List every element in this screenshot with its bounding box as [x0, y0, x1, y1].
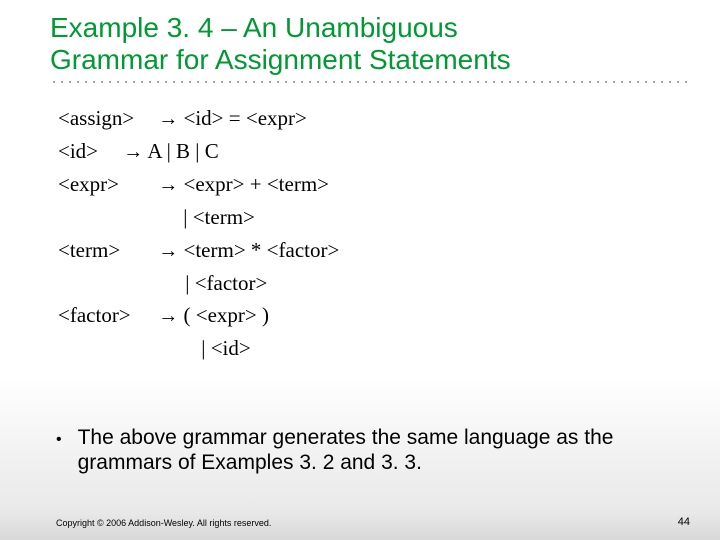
grammar-rule-term-alt: | <factor> [58, 267, 680, 300]
grammar-rule-expr-alt: | <term> [58, 201, 680, 234]
footer: Copyright © 2006 Addison-Wesley. All rig… [56, 516, 690, 528]
grammar-rule-expr: <expr> → <expr> + <term> [58, 168, 680, 201]
bullet-icon: • [56, 431, 62, 449]
rule-rhs: A | B | C [147, 139, 218, 163]
rule-lhs: <factor> [58, 299, 153, 332]
rule-lhs: <term> [58, 234, 153, 267]
rule-rhs: ( <expr> ) [184, 303, 270, 327]
page-number: 44 [678, 516, 690, 528]
grammar-rule-factor: <factor> → ( <expr> ) [58, 299, 680, 332]
title-divider [50, 80, 690, 84]
rule-lhs: <expr> [58, 168, 153, 201]
grammar-rule-term: <term> → <term> * <factor> [58, 234, 680, 267]
rule-alt: | <factor> [185, 271, 267, 295]
rule-alt: | <id> [201, 336, 250, 360]
grammar-block: <assign> → <id> = <expr> <id> → A | B | … [58, 102, 680, 365]
rule-rhs: <expr> + <term> [184, 172, 330, 196]
slide-title: Example 3. 4 – An Unambiguous Grammar fo… [50, 12, 680, 76]
arrow-icon: → [158, 240, 178, 262]
copyright-text: Copyright © 2006 Addison-Wesley. All rig… [56, 518, 271, 528]
bullet-list: • The above grammar generates the same l… [56, 425, 680, 475]
rule-lhs: <assign> [58, 102, 153, 135]
title-line-1: Example 3. 4 – An Unambiguous [50, 12, 458, 43]
arrow-icon: → [158, 305, 178, 327]
bullet-item: • The above grammar generates the same l… [56, 425, 680, 475]
rule-rhs: <id> = <expr> [184, 106, 307, 130]
rule-alt: | <term> [183, 205, 255, 229]
rule-lhs: <id> [58, 135, 118, 168]
rule-rhs: <term> * <factor> [184, 238, 340, 262]
grammar-rule-assign: <assign> → <id> = <expr> [58, 102, 680, 135]
bullet-text: The above grammar generates the same lan… [78, 425, 680, 475]
arrow-icon: → [158, 174, 178, 196]
grammar-rule-factor-alt: | <id> [58, 332, 680, 365]
arrow-icon: → [123, 141, 143, 163]
title-line-2: Grammar for Assignment Statements [50, 44, 511, 75]
arrow-icon: → [158, 108, 178, 130]
grammar-rule-id: <id> → A | B | C [58, 135, 680, 168]
